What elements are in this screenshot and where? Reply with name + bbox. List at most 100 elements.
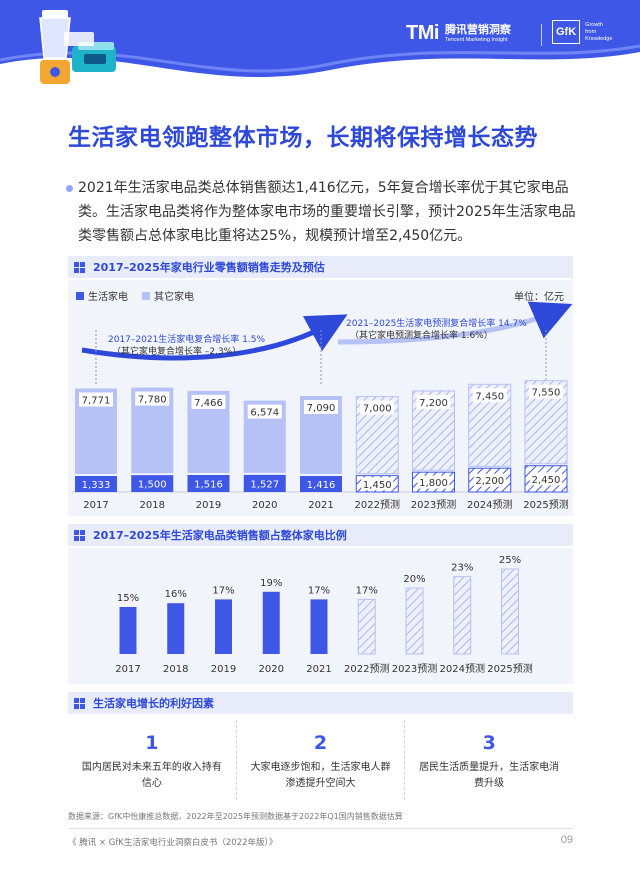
data-label-other: 7,450 bbox=[475, 391, 504, 402]
label-bg-other bbox=[247, 404, 282, 419]
note-right-line2: （其它家电预测复合增长率 1.6%） bbox=[350, 329, 493, 341]
share-chart: 15% 2017 16% 2018 17% 2019 19% 2020 17% 2021 17% 20… bbox=[115, 555, 532, 675]
legend-swatch-other bbox=[142, 291, 150, 300]
x-tick-label: 2024预测 bbox=[440, 662, 485, 675]
bar-living bbox=[243, 474, 286, 492]
bar-living bbox=[187, 474, 230, 492]
factor-desc: 居民生活质量提升，生活家电消费升级 bbox=[419, 762, 560, 789]
label-bg-living bbox=[473, 473, 506, 487]
data-label-living: 1,527 bbox=[250, 479, 279, 490]
logo-divider bbox=[541, 24, 542, 46]
factor-desc: 国内居民对未来五年的收入持有信心 bbox=[81, 762, 222, 789]
legend-label-other: 其它家电 bbox=[154, 292, 194, 303]
factor-item: 1 国内居民对未来五年的收入持有信心 bbox=[68, 720, 237, 800]
label-bg-other bbox=[472, 388, 507, 403]
data-label-living: 1,500 bbox=[138, 480, 167, 491]
bar-living bbox=[131, 475, 174, 492]
grid-square-icon bbox=[74, 697, 85, 709]
data-label-share: 25% bbox=[499, 555, 521, 566]
bar-share bbox=[357, 598, 376, 655]
intro-text: 2021年生活家电品类总体销售额达1,416亿元，5年复合增长率优于其它家电品类… bbox=[78, 180, 576, 244]
data-label-living: 1,450 bbox=[363, 480, 392, 491]
page-number: 09 bbox=[560, 834, 573, 846]
x-tick-label: 2021 bbox=[306, 664, 331, 675]
data-label-living: 2,450 bbox=[532, 475, 561, 486]
label-bg-living bbox=[361, 477, 394, 491]
data-label-other: 7,466 bbox=[194, 398, 223, 409]
note-right-line1: 2021–2025生活家电预测复合增长率 14.7% bbox=[346, 317, 527, 329]
data-label-share: 16% bbox=[165, 589, 187, 600]
x-tick-label: 2020 bbox=[259, 664, 284, 675]
x-tick-label: 2025预测 bbox=[487, 662, 532, 675]
data-label-other: 6,574 bbox=[250, 408, 279, 419]
data-label-share: 17% bbox=[212, 585, 234, 596]
label-bg-other bbox=[191, 394, 226, 409]
x-tick-label: 2023预测 bbox=[411, 498, 456, 511]
data-label-other: 7,780 bbox=[138, 395, 167, 406]
x-tick-label: 2017 bbox=[83, 500, 108, 511]
data-label-living: 1,516 bbox=[194, 479, 223, 490]
x-tick-label: 2019 bbox=[211, 664, 236, 675]
gfk-tagline-1: Growth bbox=[585, 21, 603, 28]
factor-item: 3 居民生活质量提升，生活家电消费升级 bbox=[405, 720, 573, 800]
bar-living bbox=[75, 476, 117, 492]
gfk-logo-mark: GfK bbox=[552, 20, 581, 44]
factor-number: 1 bbox=[145, 732, 159, 754]
bar-living bbox=[300, 475, 342, 492]
bar-share bbox=[310, 599, 328, 654]
x-tick-label: 2022预测 bbox=[355, 498, 400, 511]
sales-trend-panel: 生活家电 其它家电 单位：亿元 2017–2021生活家电复合增长率 1.5% … bbox=[68, 280, 573, 516]
data-label-living: 1,800 bbox=[419, 478, 448, 489]
grid-square-icon bbox=[74, 529, 85, 541]
data-label-other: 7,550 bbox=[532, 388, 561, 399]
tmi-logo: TMi 腾讯营销洞察 Tencent Marketing Insight bbox=[406, 22, 511, 45]
share-panel: 15% 2017 16% 2018 17% 2019 19% 2020 17% 2021 17% 20… bbox=[68, 548, 573, 684]
factor-number: 3 bbox=[482, 732, 496, 754]
data-label-share: 15% bbox=[117, 593, 139, 604]
x-tick-label: 2025预测 bbox=[523, 498, 568, 511]
data-label-other: 7,000 bbox=[363, 404, 392, 415]
tmi-logo-mark: TMi bbox=[406, 22, 439, 44]
growth-arrow-forecast bbox=[337, 301, 573, 345]
data-label-living: 1,333 bbox=[82, 480, 111, 491]
appliances-illustration-icon bbox=[39, 10, 116, 84]
factor-number: 2 bbox=[313, 732, 328, 754]
data-label-living: 1,416 bbox=[307, 480, 336, 491]
data-label-share: 19% bbox=[260, 578, 282, 589]
data-source: 数据来源：GfK中怡康推总数据，2022年至2025年预测数据基于2022年Q1… bbox=[68, 812, 403, 821]
section-bar-factors: 生活家电增长的利好因素 bbox=[68, 692, 573, 714]
x-tick-label: 2022预测 bbox=[344, 662, 389, 675]
bullet-dot-icon bbox=[66, 185, 73, 192]
footer-title: 《 腾讯 × GfK生活家电行业洞察白皮书（2022年版）》 bbox=[68, 838, 278, 848]
tmi-logo-cn: 腾讯营销洞察 bbox=[444, 22, 511, 36]
label-bg-living bbox=[417, 475, 450, 489]
section-title: 2017–2025年家电行业零售额销售走势及预估 bbox=[93, 261, 325, 274]
label-bg-living bbox=[530, 472, 562, 486]
legend: 生活家电 其它家电 bbox=[76, 288, 194, 303]
page-header: TMi 腾讯营销洞察 Tencent Marketing Insight GfK… bbox=[0, 0, 640, 88]
bar-share bbox=[501, 568, 519, 655]
note-left-line1: 2017–2021生活家电复合增长率 1.5% bbox=[108, 333, 265, 345]
data-label-living: 2,200 bbox=[475, 476, 504, 487]
label-bg-other bbox=[135, 391, 170, 406]
x-tick-label: 2023预测 bbox=[392, 662, 437, 675]
x-tick-label: 2018 bbox=[163, 664, 188, 675]
page-title: 生活家电领跑整体市场，长期将保持增长态势 bbox=[68, 125, 538, 151]
data-label-share: 20% bbox=[403, 574, 425, 585]
factor-item: 2 大家电逐步饱和，生活家电人群渗透提升空间大 bbox=[237, 720, 406, 800]
note-left-line2: （其它家电复合增长率 –2.3%） bbox=[112, 345, 241, 357]
bar-share bbox=[215, 599, 232, 654]
factors-list: 1 国内居民对未来五年的收入持有信心 2 大家电逐步饱和，生活家电人群渗透提升空… bbox=[68, 720, 573, 800]
bar-share bbox=[453, 576, 472, 655]
legend-swatch-living bbox=[76, 291, 84, 300]
sales-trend-chart: 2017–2021生活家电复合增长率 1.5% （其它家电复合增长率 –2.3%… bbox=[72, 301, 573, 511]
label-bg-other bbox=[304, 399, 338, 414]
section-bar-share: 2017–2025年生活家电品类销售额占整体家电比例 bbox=[68, 524, 573, 546]
factor-desc: 大家电逐步饱和，生活家电人群渗透提升空间大 bbox=[250, 762, 391, 789]
x-tick-label: 2021 bbox=[308, 500, 333, 511]
data-label-share: 17% bbox=[356, 585, 378, 596]
x-tick-label: 2018 bbox=[140, 500, 165, 511]
data-label-share: 23% bbox=[451, 563, 473, 574]
growth-arrow-historical bbox=[81, 314, 348, 361]
label-bg-other bbox=[416, 394, 451, 409]
